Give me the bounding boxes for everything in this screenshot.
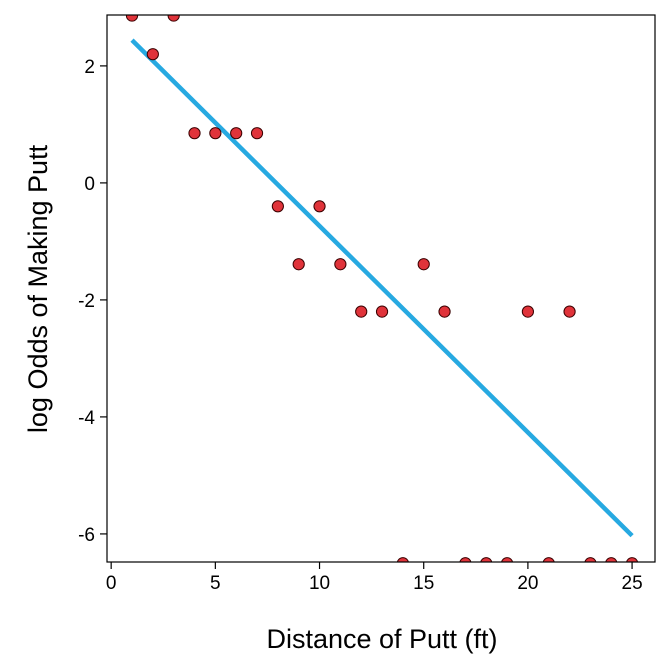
y-axis-title: log Odds of Making Putt bbox=[23, 144, 53, 433]
data-point bbox=[209, 127, 222, 140]
data-point bbox=[501, 557, 514, 562]
panel-border bbox=[106, 14, 656, 563]
x-tick-label: 5 bbox=[210, 573, 221, 594]
y-tick-label: -2 bbox=[78, 291, 95, 312]
data-point bbox=[563, 305, 576, 318]
data-point bbox=[459, 557, 472, 562]
data-point bbox=[230, 127, 243, 140]
x-tick-label: 10 bbox=[309, 573, 330, 594]
x-tick-label: 25 bbox=[622, 573, 643, 594]
x-tick-label: 0 bbox=[106, 573, 117, 594]
y-tick-label: -6 bbox=[78, 525, 95, 546]
data-point bbox=[438, 305, 451, 318]
data-point bbox=[375, 305, 389, 318]
y-tick-label: 2 bbox=[84, 57, 95, 78]
plot-area bbox=[125, 15, 639, 562]
data-point bbox=[355, 305, 368, 318]
x-tick-label: 20 bbox=[517, 573, 538, 594]
data-point bbox=[480, 557, 493, 562]
data-point bbox=[626, 557, 639, 562]
fit-line bbox=[130, 38, 634, 538]
data-point bbox=[417, 258, 430, 271]
y-tick-label: 0 bbox=[84, 174, 95, 195]
data-point bbox=[292, 258, 305, 271]
y-tick-label: -4 bbox=[78, 408, 95, 429]
data-point bbox=[146, 48, 159, 61]
data-point bbox=[250, 127, 264, 140]
data-point bbox=[313, 200, 326, 213]
data-point bbox=[605, 557, 618, 562]
data-point bbox=[334, 258, 347, 271]
data-point bbox=[542, 557, 555, 562]
x-tick-label: 15 bbox=[413, 573, 434, 594]
axes: 0 5 10 15 20 25 -6 -4 -2 0 2 bbox=[78, 14, 656, 594]
data-point bbox=[271, 200, 284, 213]
data-point bbox=[584, 557, 597, 562]
data-point bbox=[188, 127, 201, 140]
data-point bbox=[521, 305, 534, 318]
x-axis-title: Distance of Putt (ft) bbox=[266, 624, 497, 654]
data-point bbox=[396, 557, 409, 562]
